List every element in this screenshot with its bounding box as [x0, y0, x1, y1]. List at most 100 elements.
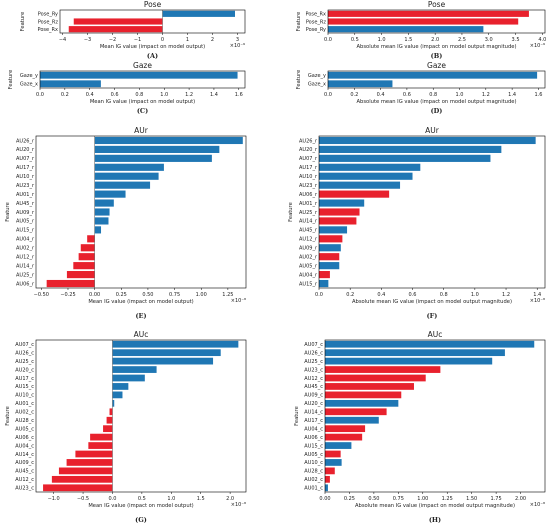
chart-title: Pose — [144, 0, 162, 9]
panel-label: (B) — [431, 52, 443, 60]
bar-au12-c — [51, 475, 113, 483]
axis-multiplier: ×10⁻⁸ — [231, 298, 246, 304]
y-tick-label: AU01_c — [15, 401, 34, 407]
chart-panel-6: AUr AU26_r AU20_r AU07_r AU17_r AU10_r AU23_r A… — [288, 126, 546, 320]
x-axis-label: Mean IG value (impact on model output) — [100, 44, 205, 50]
x-tick-label: 0 — [161, 37, 164, 43]
bar-au23-r — [319, 181, 401, 189]
y-tick-label: AU45_r — [16, 201, 35, 207]
axis-multiplier: ×10⁻⁹ — [530, 43, 545, 49]
x-tick-label: 0.2 — [61, 92, 69, 98]
panel-label: (D) — [431, 107, 443, 115]
bar-gaze-x — [40, 80, 101, 88]
bar-au23-c — [325, 366, 441, 373]
y-tick-label: AU23_r — [299, 183, 318, 189]
x-tick-label: 1.6 — [235, 92, 243, 98]
y-tick-label: AU14_c — [304, 410, 323, 416]
bar-au17-c — [112, 374, 145, 382]
plot-frame — [35, 339, 247, 493]
x-tick-label: 0.8 — [135, 92, 143, 98]
y-tick-label: AU10_c — [15, 393, 34, 399]
y-tick-label: AU02_c — [304, 477, 323, 483]
x-tick-label: 1.75 — [491, 496, 502, 502]
y-tick-label: AU17_c — [15, 376, 34, 382]
bar-au45-r — [94, 199, 114, 207]
bar-au07-r — [94, 154, 212, 162]
x-tick-label: −0.50 — [34, 292, 49, 298]
x-axis-label: Mean IG value (impact on model output) — [90, 99, 195, 105]
y-tick-label: AU23_c — [15, 486, 34, 492]
bar-au09-c — [325, 391, 402, 399]
bar-au05-c — [103, 425, 113, 433]
x-tick-label: 0.6 — [403, 92, 411, 98]
x-tick-label: 0.25 — [344, 496, 355, 502]
bar-au17-c — [325, 416, 379, 424]
bar-au14-r — [73, 262, 95, 270]
axis-multiplier: ×10⁻⁸ — [231, 502, 246, 508]
y-tick-label: AU26_c — [304, 350, 323, 356]
bar-au12-c — [325, 374, 426, 382]
bar-au45-r — [319, 226, 348, 234]
bar-au26-r — [319, 136, 536, 145]
x-tick-label: 0.8 — [440, 292, 448, 298]
x-tick-label: 1.25 — [222, 292, 233, 298]
bar-au07-c — [325, 340, 535, 348]
y-tick-label: Gaze_x — [308, 82, 326, 88]
y-tick-label: AU28_c — [15, 418, 34, 424]
chart-title: AUc — [134, 330, 149, 339]
x-axis-label: Absolute mean IG value (impact on model … — [355, 503, 515, 509]
x-tick-label: 0.6 — [409, 292, 417, 298]
bar-au20-r — [94, 145, 220, 153]
y-tick-label: AU07_c — [304, 342, 323, 348]
y-tick-label: Pose_Rx — [37, 27, 58, 33]
y-tick-label: AU09_c — [15, 460, 34, 466]
bar-au25-r — [319, 208, 360, 216]
bar-pose-rx — [68, 26, 163, 33]
x-tick-label: 2.0 — [226, 496, 234, 502]
x-tick-label: 2.5 — [458, 37, 466, 43]
bar-au01-r — [319, 199, 365, 207]
x-tick-label: −0.25 — [60, 292, 75, 298]
bar-au25-c — [112, 357, 214, 365]
bar-au15-r — [94, 226, 102, 234]
bar-au12-r — [78, 253, 95, 261]
x-tick-label: 1.4 — [508, 92, 516, 98]
x-tick-label: −1 — [134, 37, 141, 43]
bar-pose-ry — [328, 26, 484, 33]
x-tick-label: 1.2 — [185, 92, 193, 98]
x-axis-label: Absolute mean IG value (impact on model … — [357, 44, 517, 50]
x-tick-label: 1.2 — [482, 92, 490, 98]
bar-au20-c — [325, 399, 399, 407]
panel-label: (A) — [147, 52, 158, 60]
y-tick-label: AU02_r — [299, 255, 318, 261]
y-tick-label: AU17_r — [299, 165, 318, 171]
x-tick-label: 0.5 — [138, 496, 146, 502]
bar-au09-r — [94, 208, 110, 216]
chart-panel-7: AUc AU07_c AU26_c AU25_c AU20_c AU17_c AU15_c A… — [5, 330, 247, 524]
bar-au14-c — [325, 408, 387, 416]
x-tick-label: 1 — [186, 37, 189, 43]
x-axis-label: Absolute mean IG value (impact on model … — [357, 99, 517, 105]
bar-au12-r — [319, 235, 343, 243]
y-tick-label: AU05_r — [16, 219, 35, 225]
chart-title: AUc — [428, 330, 443, 339]
y-tick-label: AU01_r — [299, 201, 318, 207]
axis-multiplier: ×10⁻⁹ — [230, 43, 245, 49]
bar-au23-r — [94, 181, 151, 189]
y-tick-label: AU23_c — [304, 367, 323, 373]
y-tick-label: Pose_Rz — [38, 19, 59, 25]
bar-au20-c — [112, 366, 157, 373]
bar-au04-r — [87, 235, 95, 243]
y-tick-label: Pose_Ry — [38, 12, 58, 18]
chart-panel-5: AUr AU26_r AU20_r AU07_r AU17_r AU10_r AU23_r A… — [5, 126, 247, 320]
x-tick-label: 0.5 — [351, 37, 359, 43]
y-tick-label: AU01_r — [16, 192, 35, 198]
y-tick-label: AU15_c — [304, 443, 323, 449]
x-tick-label: 1.4 — [210, 92, 218, 98]
bar-au02-r — [80, 244, 95, 252]
bar-au04-c — [325, 425, 366, 433]
bar-pose-ry — [162, 10, 235, 17]
panel-label: (H) — [429, 516, 441, 524]
y-tick-label: AU20_r — [16, 147, 35, 153]
